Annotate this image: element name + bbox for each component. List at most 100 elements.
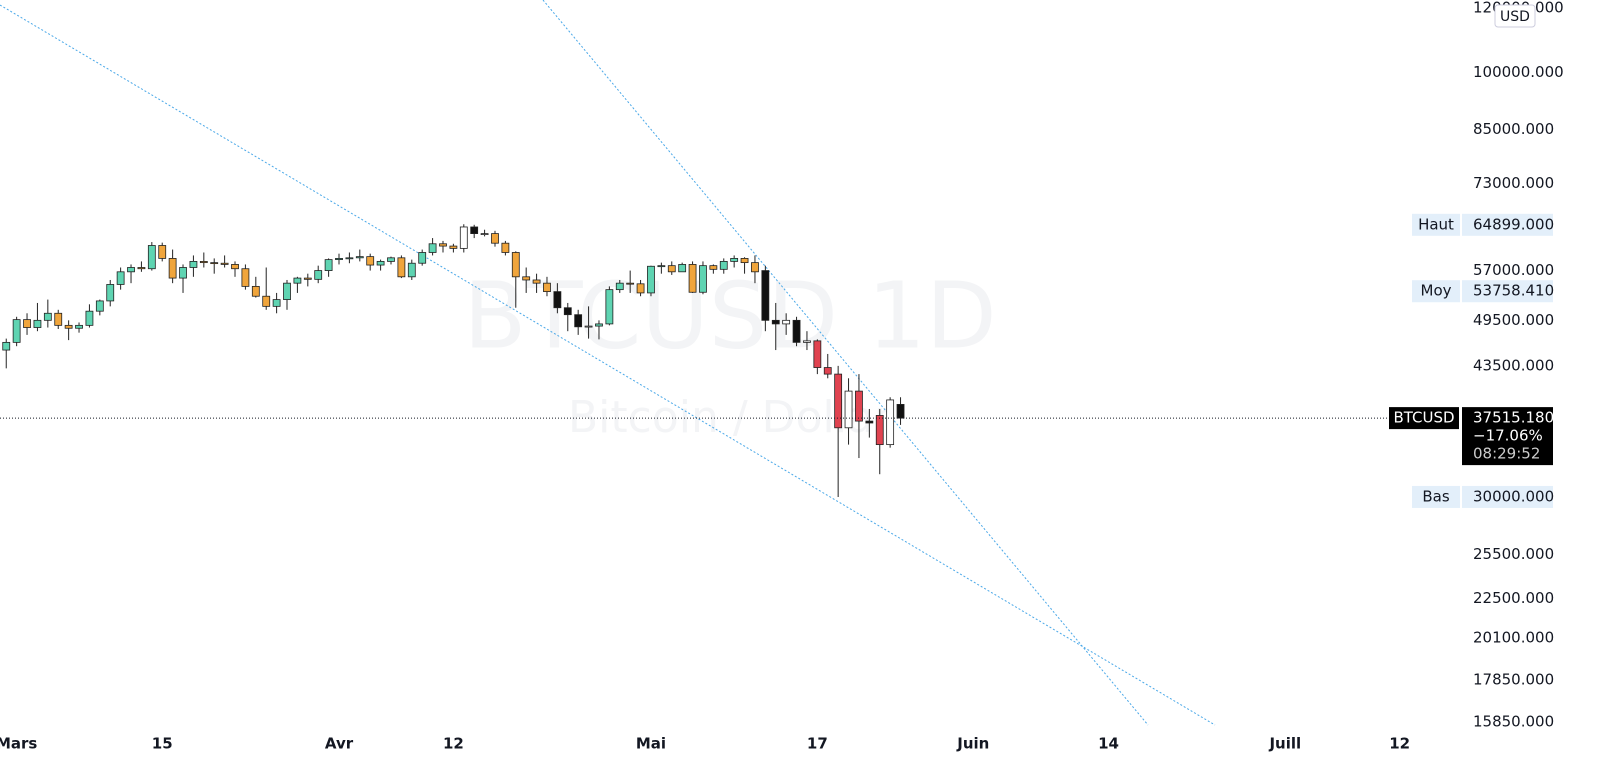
candle-body <box>563 307 572 316</box>
candle-body <box>127 267 135 273</box>
candle-body <box>64 324 73 329</box>
candle-body <box>803 340 811 343</box>
candle-body <box>439 243 447 247</box>
candle-body <box>272 299 281 307</box>
stat-name: Moy <box>1421 282 1452 300</box>
stat-value-box <box>1462 485 1553 508</box>
candle-body <box>366 256 375 266</box>
candle-body <box>813 340 822 368</box>
y-tick-label: 15850.000 <box>1473 713 1554 731</box>
candle-body <box>667 265 676 273</box>
candle-body <box>355 256 364 259</box>
candle-body <box>605 289 614 325</box>
currency-box[interactable] <box>1494 4 1536 28</box>
candle-body <box>553 291 562 309</box>
candle-body <box>470 226 479 234</box>
candle-body <box>699 265 707 293</box>
candle-body <box>761 270 770 321</box>
candle-body <box>688 264 697 293</box>
candle-body <box>511 252 520 278</box>
candle-body <box>751 262 759 273</box>
x-tick-label: 14 <box>1098 735 1119 753</box>
candle-body <box>116 271 125 285</box>
stat-value-box <box>1462 280 1553 303</box>
candle-body <box>387 257 395 262</box>
stat-value: 64899.000 <box>1473 215 1554 233</box>
candle-body <box>43 312 52 321</box>
y-tick-label: 17850.000 <box>1473 671 1554 689</box>
candle-body <box>293 277 302 284</box>
candle-body <box>303 277 312 280</box>
candle-body <box>480 233 489 235</box>
candle-body <box>574 314 583 328</box>
candle-body <box>241 268 250 287</box>
candle-body <box>543 282 551 293</box>
candle-body <box>2 341 11 351</box>
candle-body <box>844 390 853 429</box>
price: 37515.180 <box>1473 409 1554 427</box>
stat-name: Haut <box>1418 215 1454 233</box>
candle-body <box>615 282 624 291</box>
candle-body <box>626 282 635 285</box>
y-tick-label: 25500.000 <box>1473 545 1554 563</box>
stat-value: 30000.000 <box>1473 487 1554 505</box>
candle-body <box>657 265 666 268</box>
stat-name: Bas <box>1422 487 1449 505</box>
y-tick-label: 100000.000 <box>1473 63 1564 81</box>
candle-body <box>782 319 791 325</box>
candle-body <box>283 282 291 300</box>
candle-body <box>834 373 843 429</box>
candle-body <box>459 226 468 249</box>
candle-body <box>428 243 437 253</box>
y-tick-label: 49500.000 <box>1473 311 1554 329</box>
candle-body <box>189 261 198 268</box>
candle-body <box>23 319 31 328</box>
candle-body <box>595 323 603 327</box>
candle-body <box>875 415 884 446</box>
stat-value: 53758.410 <box>1473 282 1554 300</box>
candle-body <box>12 319 21 343</box>
candle-body <box>54 312 63 326</box>
candle-body <box>449 245 458 249</box>
y-tick-label: 73000.000 <box>1473 174 1554 192</box>
trend-line <box>0 4 1216 726</box>
candle-body <box>106 284 115 302</box>
countdown: 08:29:52 <box>1473 445 1540 463</box>
candle-body <box>168 258 177 279</box>
candle-body <box>865 420 874 424</box>
change: −17.06% <box>1473 427 1543 445</box>
candle-body <box>584 325 593 328</box>
symbol: BTCUSD <box>1393 409 1454 427</box>
x-tick-label: 15 <box>152 735 173 753</box>
candle-body <box>501 242 510 253</box>
x-tick-label: 12 <box>1389 735 1410 753</box>
candle-body <box>491 233 499 244</box>
x-tick-label: Avr <box>325 735 354 753</box>
watermark-subtitle: Bitcoin / Dollar <box>568 392 893 443</box>
candle-body <box>709 265 718 270</box>
candle-body <box>792 319 801 343</box>
x-tick-label: Mai <box>636 735 666 753</box>
candle-body <box>335 258 343 261</box>
candle-body <box>418 252 427 264</box>
candle-body <box>158 245 167 259</box>
x-tick-label: 17 <box>807 735 828 753</box>
candle-body <box>199 261 208 264</box>
symbol-box <box>1389 407 1459 430</box>
candle-body <box>730 258 739 262</box>
candle-body <box>647 265 655 294</box>
x-tick-label: Mars <box>0 735 37 753</box>
candle-body <box>231 264 239 270</box>
candle-body <box>262 295 271 307</box>
candle-body <box>886 399 895 446</box>
stat-value-box <box>1462 213 1553 236</box>
candle-body <box>179 267 187 279</box>
candle-body <box>220 262 229 265</box>
candle-body <box>345 257 354 260</box>
trend-line <box>542 0 1149 726</box>
candle-body <box>719 261 728 270</box>
y-tick-label: 22500.000 <box>1473 589 1554 607</box>
candle-body <box>896 404 905 419</box>
currency[interactable]: USD <box>1500 9 1530 25</box>
candle-body <box>823 367 832 375</box>
